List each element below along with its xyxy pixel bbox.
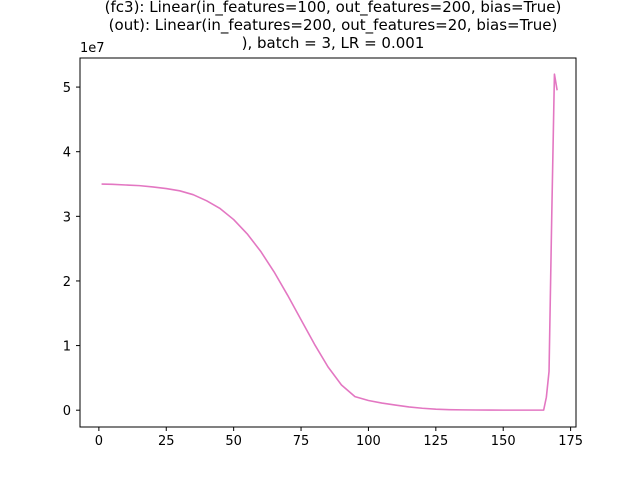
y-tick-label: 5 [63, 81, 71, 96]
x-tick-label: 100 [356, 434, 381, 449]
x-tick-label: 50 [225, 434, 242, 449]
y-tick-label: 2 [63, 275, 71, 290]
y-axis: 0 1 2 3 4 5 [63, 81, 80, 419]
y-tick-label: 3 [63, 210, 71, 225]
series-line [101, 73, 558, 411]
x-tick-label: 0 [95, 434, 103, 449]
x-axis: 0 25 50 75 100 125 150 175 [95, 427, 583, 449]
chart-title-line-2: (out): Linear(in_features=200, out_featu… [109, 16, 558, 35]
plot-area [79, 57, 577, 428]
series-group [101, 73, 558, 411]
x-tick-label: 75 [293, 434, 310, 449]
y-tick-label: 1 [63, 340, 71, 355]
x-tick-label: 25 [158, 434, 175, 449]
chart-title: (fc3): Linear(in_features=100, out_featu… [105, 0, 562, 52]
x-tick-label: 175 [558, 434, 583, 449]
y-offset-label: 1e7 [80, 41, 105, 56]
y-tick-label: 4 [63, 146, 71, 161]
x-tick-label: 125 [423, 434, 448, 449]
chart-title-line-3: ), batch = 3, LR = 0.001 [242, 34, 425, 52]
x-tick-label: 150 [491, 434, 516, 449]
axes-frame [79, 57, 577, 428]
chart-title-line-1: (fc3): Linear(in_features=100, out_featu… [105, 0, 562, 17]
y-tick-label: 0 [63, 404, 71, 419]
